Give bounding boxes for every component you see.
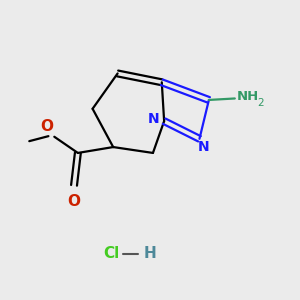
Text: NH: NH bbox=[237, 91, 259, 103]
Text: Cl: Cl bbox=[103, 246, 120, 261]
Text: H: H bbox=[144, 246, 156, 261]
Text: N: N bbox=[148, 112, 159, 126]
Text: N: N bbox=[198, 140, 210, 154]
Text: O: O bbox=[68, 194, 80, 209]
Text: 2: 2 bbox=[257, 98, 264, 108]
Text: O: O bbox=[40, 119, 53, 134]
